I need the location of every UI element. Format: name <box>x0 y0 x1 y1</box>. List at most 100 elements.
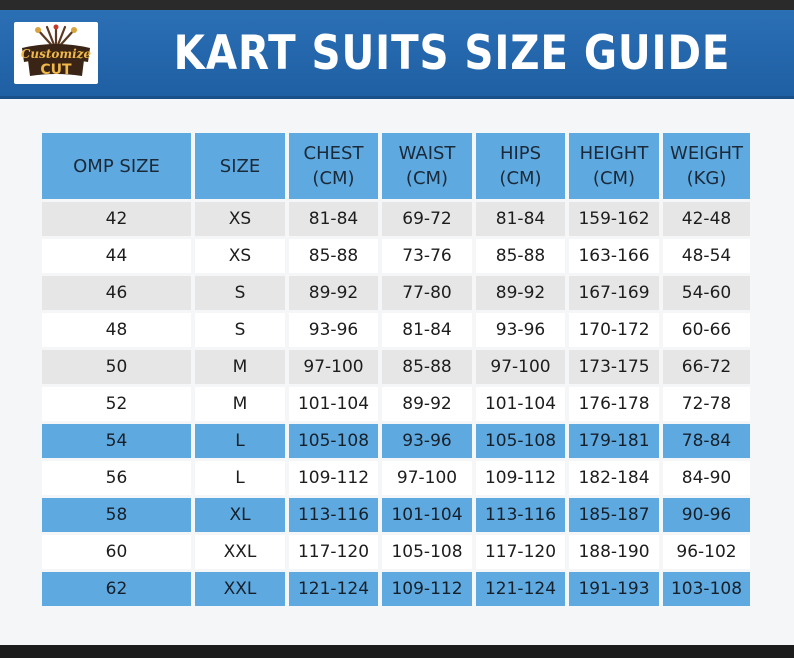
table-cell: 97-100 <box>382 461 472 495</box>
page-title: KART SUITS SIZE GUIDE <box>173 26 731 81</box>
column-header: OMP SIZE <box>42 133 191 199</box>
table-cell: 117-120 <box>289 535 378 569</box>
column-header-label: WAIST <box>398 143 456 164</box>
column-header-label: SIZE <box>219 155 261 177</box>
table-cell: 117-120 <box>476 535 565 569</box>
table-cell: 84-90 <box>663 461 750 495</box>
table-cell: 121-124 <box>476 572 565 606</box>
logo-text-cut: CUT <box>40 62 72 78</box>
table-cell: 167-169 <box>569 276 659 310</box>
logo-graphic: Customize CUT <box>21 24 92 78</box>
logo-text-customize: Customize <box>21 47 92 61</box>
table-cell: L <box>195 461 285 495</box>
column-header-label: HEIGHT <box>579 143 649 164</box>
table-cell: 113-116 <box>289 498 378 532</box>
table-cell: 96-102 <box>663 535 750 569</box>
table-cell: 56 <box>42 461 191 495</box>
column-header-label: WEIGHT <box>670 143 743 164</box>
column-header-unit: (CM) <box>499 168 542 189</box>
table-cell: 81-84 <box>476 202 565 236</box>
table-cell: 81-84 <box>382 313 472 347</box>
table-cell: L <box>195 424 285 458</box>
table-cell: M <box>195 387 285 421</box>
column-header-unit: (CM) <box>592 168 636 189</box>
table-cell: 93-96 <box>289 313 378 347</box>
table-cell: 93-96 <box>476 313 565 347</box>
table-cell: 93-96 <box>382 424 472 458</box>
table-row: 60 XXL 117-120 105-108 117-120 188-190 96-102 <box>42 535 750 569</box>
table-cell: S <box>195 276 285 310</box>
table-cell: 113-116 <box>476 498 565 532</box>
table-cell: XXL <box>195 572 285 606</box>
table-cell: 73-76 <box>382 239 472 273</box>
table-cell: 89-92 <box>289 276 378 310</box>
table-cell: 109-112 <box>476 461 565 495</box>
table-cell: 182-184 <box>569 461 659 495</box>
table-cell: 72-78 <box>663 387 750 421</box>
table-cell: 105-108 <box>382 535 472 569</box>
column-header-label: OMP SIZE <box>73 155 160 177</box>
table-row: 54 L 105-108 93-96 105-108 179-181 78-84 <box>42 424 750 458</box>
table-cell: 109-112 <box>289 461 378 495</box>
table-cell: 159-162 <box>569 202 659 236</box>
table-cell: 170-172 <box>569 313 659 347</box>
table-row: 42 XS 81-84 69-72 81-84 159-162 42-48 <box>42 202 750 236</box>
table-cell: 52 <box>42 387 191 421</box>
table-cell: 77-80 <box>382 276 472 310</box>
table-cell: 81-84 <box>289 202 378 236</box>
table-cell: 46 <box>42 276 191 310</box>
table-cell: 185-187 <box>569 498 659 532</box>
table-header-row: OMP SIZE SIZE CHEST (CM) WAIST (CM) HIPS (CM) HE… <box>42 133 750 199</box>
top-band <box>0 0 794 10</box>
table-cell: 105-108 <box>476 424 565 458</box>
table-cell: 50 <box>42 350 191 384</box>
table-cell: 48-54 <box>663 239 750 273</box>
table-cell: 58 <box>42 498 191 532</box>
table-cell: 191-193 <box>569 572 659 606</box>
table-cell: 42-48 <box>663 202 750 236</box>
table-cell: 54-60 <box>663 276 750 310</box>
table-row: 48 S 93-96 81-84 93-96 170-172 60-66 <box>42 313 750 347</box>
table-cell: 85-88 <box>289 239 378 273</box>
table-cell: 121-124 <box>289 572 378 606</box>
table-cell: 60-66 <box>663 313 750 347</box>
column-header-label: HIPS <box>499 143 542 164</box>
column-header-unit: (CM) <box>405 168 449 189</box>
table-cell: 90-96 <box>663 498 750 532</box>
column-header: SIZE <box>195 133 285 199</box>
column-header: HIPS (CM) <box>476 133 565 199</box>
table-cell: 85-88 <box>382 350 472 384</box>
column-header-unit: (KG) <box>686 168 727 189</box>
column-header-label: CHEST <box>303 143 364 164</box>
column-header: WEIGHT (KG) <box>663 133 750 199</box>
size-chart-table: OMP SIZE SIZE CHEST (CM) WAIST (CM) HIPS (CM) HE… <box>38 130 754 609</box>
table-cell: 97-100 <box>289 350 378 384</box>
table-row: 46 S 89-92 77-80 89-92 167-169 54-60 <box>42 276 750 310</box>
table-cell: 103-108 <box>663 572 750 606</box>
table-cell: 101-104 <box>382 498 472 532</box>
table-cell: 179-181 <box>569 424 659 458</box>
table-body: 42 XS 81-84 69-72 81-84 159-162 42-48 44 XS 85-88… <box>42 202 750 606</box>
table-cell: M <box>195 350 285 384</box>
table-cell: 54 <box>42 424 191 458</box>
column-header: HEIGHT (CM) <box>569 133 659 199</box>
column-header: WAIST (CM) <box>382 133 472 199</box>
table-cell: 66-72 <box>663 350 750 384</box>
table-cell: 109-112 <box>382 572 472 606</box>
table-cell: 60 <box>42 535 191 569</box>
bottom-band <box>0 645 794 658</box>
table-cell: 101-104 <box>289 387 378 421</box>
table-row: 50 M 97-100 85-88 97-100 173-175 66-72 <box>42 350 750 384</box>
column-header: CHEST (CM) <box>289 133 378 199</box>
table-row: 56 L 109-112 97-100 109-112 182-184 84-90 <box>42 461 750 495</box>
table-cell: 44 <box>42 239 191 273</box>
table-cell: 69-72 <box>382 202 472 236</box>
table-cell: 163-166 <box>569 239 659 273</box>
table-row: 62 XXL 121-124 109-112 121-124 191-193 103-108 <box>42 572 750 606</box>
table-cell: 176-178 <box>569 387 659 421</box>
table-cell: 89-92 <box>382 387 472 421</box>
table-cell: XS <box>195 202 285 236</box>
customize-cut-logo: Customize CUT <box>14 22 98 84</box>
table-cell: 97-100 <box>476 350 565 384</box>
